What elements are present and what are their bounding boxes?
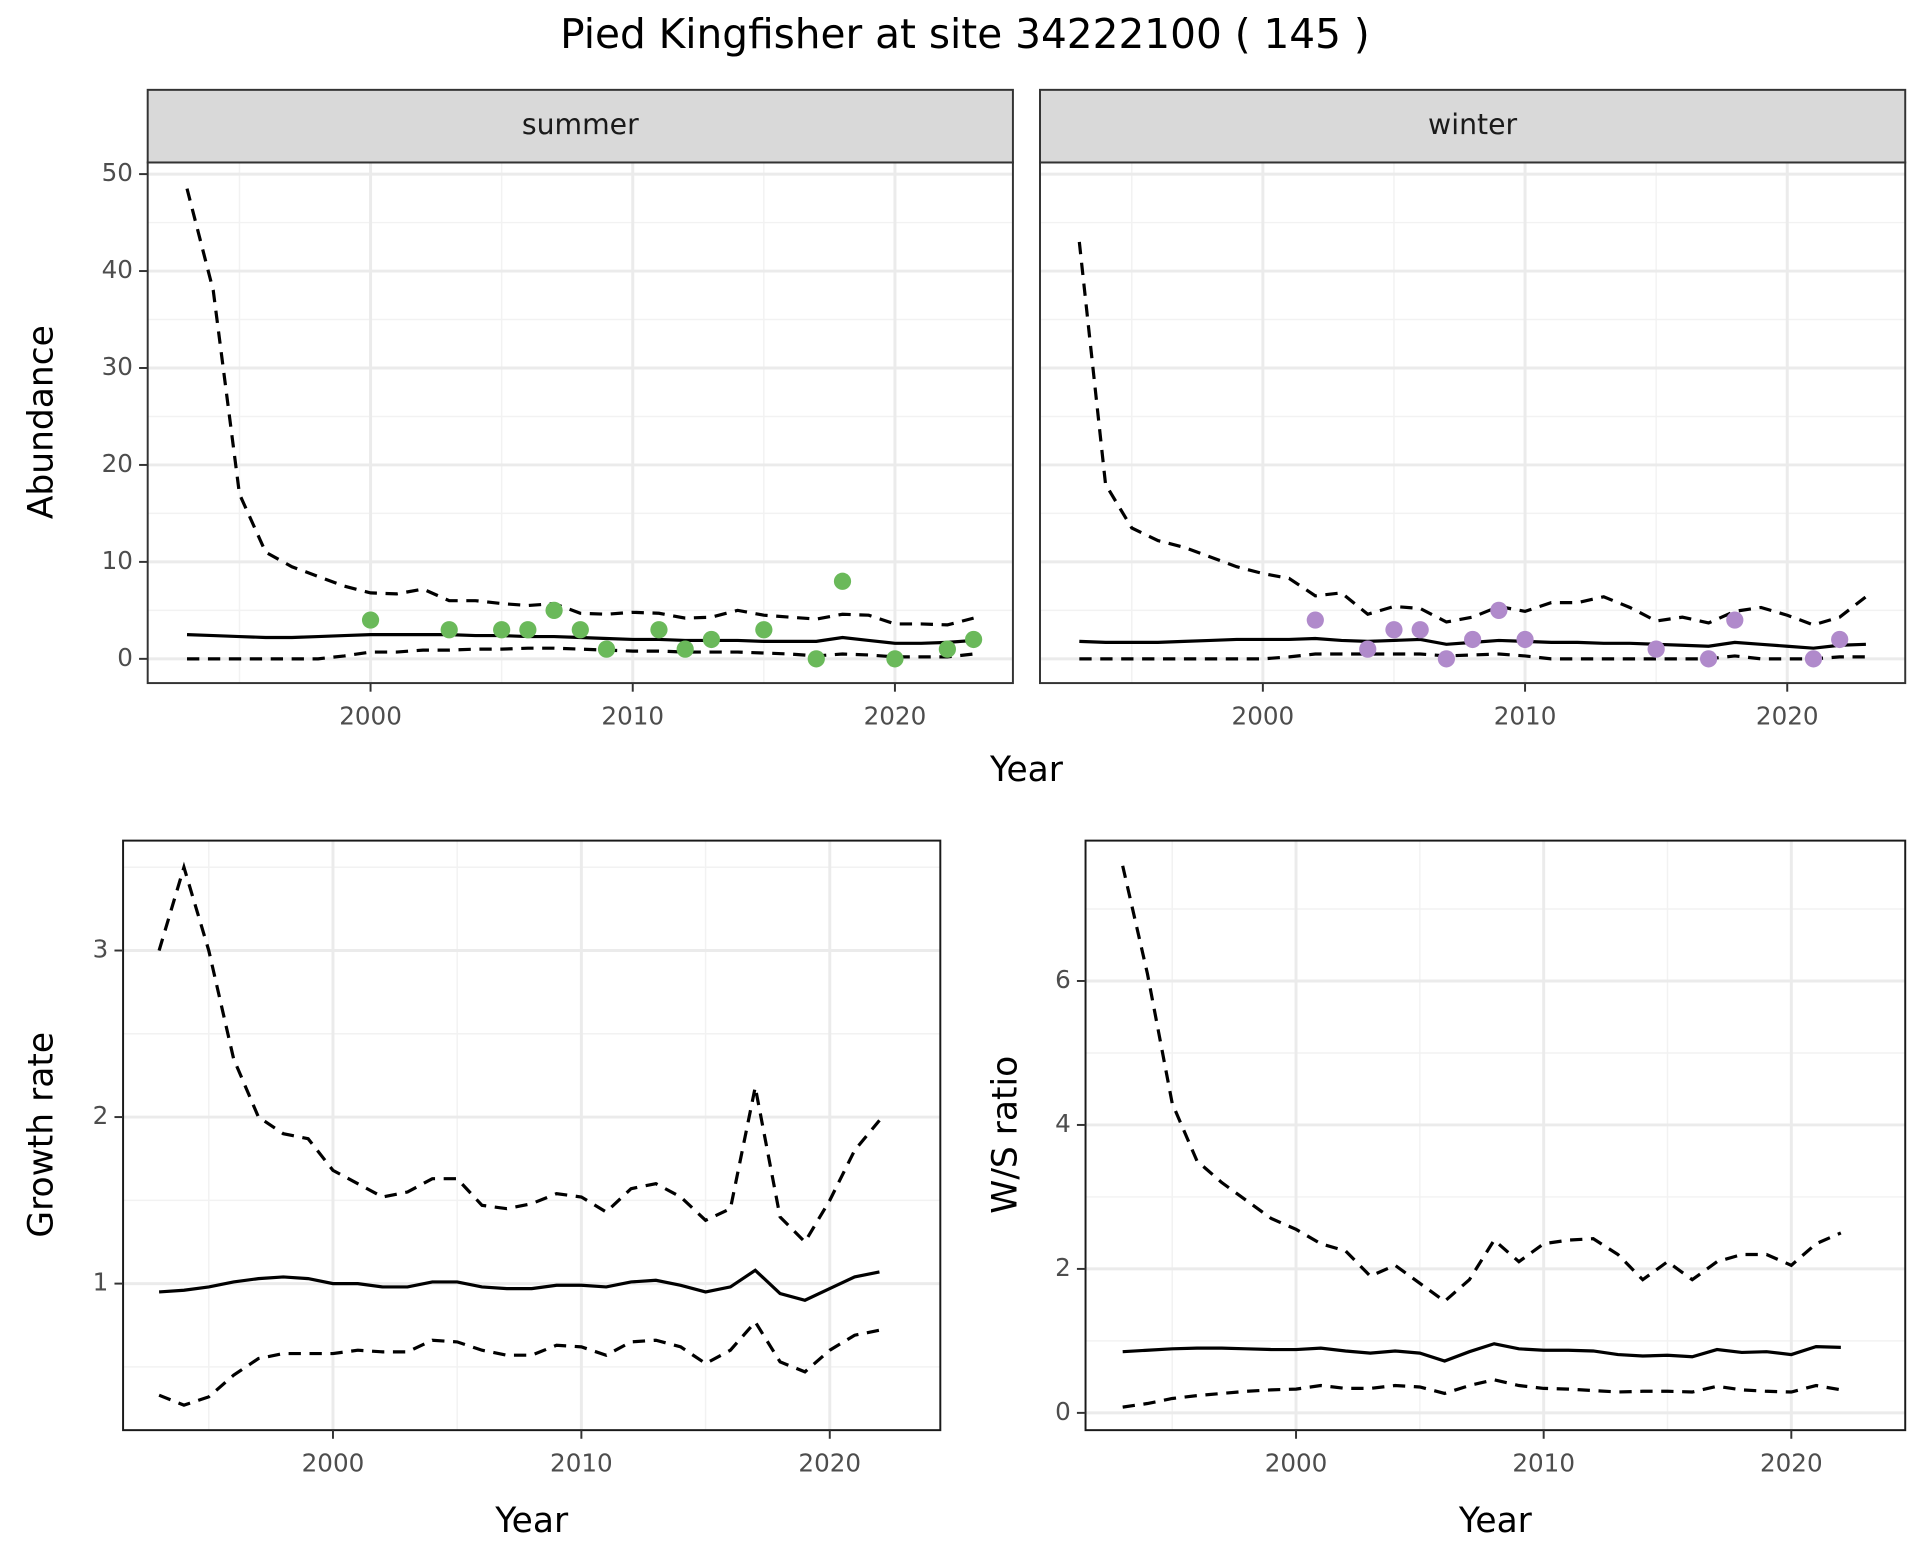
x-tick-label: 2000: [339, 702, 402, 731]
interval-line: [158, 1319, 880, 1407]
observation-point: [755, 621, 773, 639]
observation-point: [1726, 611, 1744, 629]
y-tick-label: 2: [1055, 1253, 1071, 1282]
observation-point: [1306, 611, 1324, 629]
x-tick-label: 2020: [864, 702, 927, 731]
observation-point: [1359, 640, 1377, 658]
observation-point: [964, 630, 983, 649]
observation-point: [833, 572, 852, 590]
mean-line: [158, 1268, 880, 1302]
y-tick-label: 6: [1055, 965, 1071, 994]
x-tick-label: 2020: [798, 1449, 861, 1478]
plot-background: [147, 162, 1013, 684]
x-tick-label: 2020: [1760, 1449, 1823, 1478]
x-tick-label: 2020: [1756, 702, 1819, 731]
observation-point: [1804, 650, 1823, 668]
x-tick-label: 2000: [1232, 702, 1295, 731]
x-axis-title: Year: [494, 1501, 569, 1541]
observation-point: [597, 640, 616, 658]
panel-border: [1084, 839, 1907, 1432]
y-axis-title: Abundance: [22, 325, 62, 519]
y-tick-label: 0: [117, 643, 133, 672]
x-tick-label: 2000: [1265, 1449, 1328, 1478]
interval-line: [157, 861, 881, 1245]
panel: 2000 2010 2020 0 2 4 6 Year W/S ratio: [985, 839, 1907, 1541]
interval-line: [1077, 241, 1867, 627]
plot-background: [1040, 162, 1906, 684]
facet-label: summer: [522, 108, 639, 141]
y-tick-label: 2: [93, 1101, 109, 1130]
y-tick-label: 40: [102, 255, 133, 284]
observation-point: [440, 621, 458, 639]
y-tick-label: 4: [1055, 1109, 1071, 1138]
plot-background: [123, 840, 941, 1431]
observation-point: [571, 621, 589, 639]
facet-strip: [146, 88, 1014, 164]
x-tick-label: 2010: [1494, 702, 1557, 731]
interval-line: [185, 188, 975, 627]
observation-point: [1437, 650, 1456, 668]
x-axis-title: Year: [1458, 1501, 1533, 1541]
x-axis-title: Year: [989, 750, 1064, 790]
observation-point: [1490, 601, 1508, 619]
x-tick-label: 2000: [302, 1449, 365, 1478]
x-tick-label: 2010: [550, 1449, 613, 1478]
plot-background: [1085, 840, 1906, 1431]
observation-point: [361, 611, 380, 629]
observation-point: [1411, 621, 1429, 639]
y-tick-label: 50: [102, 158, 133, 187]
interval-line: [1122, 1378, 1842, 1409]
observation-point: [545, 601, 563, 619]
panel-border: [122, 839, 942, 1432]
observation-point: [650, 621, 668, 639]
observation-point: [493, 621, 511, 639]
observation-point: [807, 650, 825, 668]
interval-line: [1079, 652, 1866, 661]
panel: summer 2000 2010 2020 0 10 20 30 40 50 Year Abundan…: [22, 88, 1064, 790]
x-tick-label: 2010: [601, 702, 664, 731]
observation-point: [702, 630, 721, 649]
y-tick-label: 3: [93, 935, 109, 964]
x-tick-label: 2010: [1512, 1449, 1575, 1478]
observation-point: [1516, 630, 1534, 649]
observation-point: [1831, 630, 1849, 649]
observation-point: [886, 650, 904, 668]
y-tick-label: 10: [102, 546, 133, 575]
facet-strip: [1039, 88, 1907, 164]
y-tick-label: 1: [93, 1268, 109, 1297]
observation-point: [519, 621, 537, 639]
figure-title: Pied Kingfisher at site 34222100 ( 145 ): [560, 10, 1370, 58]
y-tick-label: 30: [102, 352, 133, 381]
mean-line: [1122, 1342, 1841, 1363]
observation-point: [1385, 621, 1403, 639]
interval-line: [1121, 865, 1842, 1304]
y-tick-label: 20: [102, 449, 133, 478]
panel: 2000 2010 2020 1 2 3 Year Growth rate: [22, 839, 942, 1541]
observation-point: [676, 640, 694, 658]
observation-point: [1647, 640, 1665, 658]
facet-label: winter: [1428, 108, 1517, 141]
y-axis-title: Growth rate: [22, 1032, 62, 1238]
y-axis-title: W/S ratio: [985, 1056, 1025, 1214]
observation-point: [1464, 630, 1482, 649]
observation-point: [1699, 650, 1718, 668]
y-tick-label: 0: [1055, 1397, 1071, 1426]
interval-line: [187, 646, 974, 661]
panel: winter 2000 2010 2020: [1039, 88, 1907, 731]
observation-point: [938, 640, 956, 658]
